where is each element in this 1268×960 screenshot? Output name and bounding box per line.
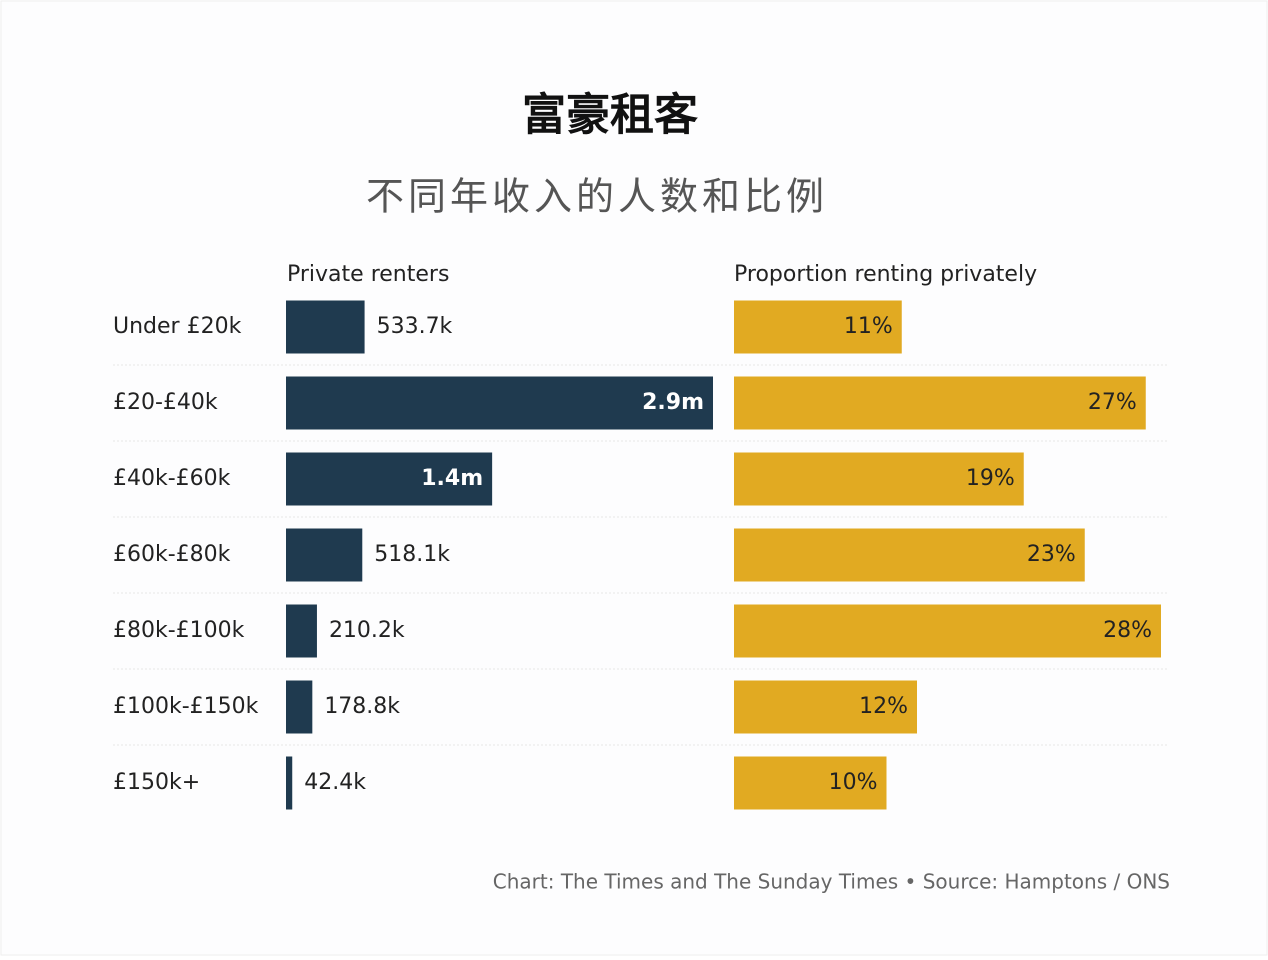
value-label: 210.2k xyxy=(329,618,405,643)
bar xyxy=(734,376,1146,430)
value-label: 1.4m xyxy=(421,466,483,491)
category-label: Under £20k xyxy=(113,314,242,339)
value-label: 10% xyxy=(829,770,878,795)
bar xyxy=(734,756,887,810)
bar xyxy=(734,452,1024,506)
category-label: £100k-£150k xyxy=(113,694,259,719)
bar xyxy=(734,528,1085,582)
bar xyxy=(286,452,493,506)
chart-title: 富豪租客 xyxy=(522,90,698,141)
bar xyxy=(734,680,917,734)
bar xyxy=(286,528,363,582)
value-label: 533.7k xyxy=(377,314,453,339)
category-label: £60k-£80k xyxy=(113,542,231,567)
bar xyxy=(286,680,313,734)
value-label: 42.4k xyxy=(304,770,366,795)
category-label: £20-£40k xyxy=(113,390,218,415)
panel-title: Private renters xyxy=(287,262,449,287)
bar xyxy=(286,300,365,354)
value-label: 2.9m xyxy=(642,390,704,415)
category-label: £150k+ xyxy=(113,770,200,795)
category-label: £80k-£100k xyxy=(113,618,245,643)
value-label: 19% xyxy=(966,466,1015,491)
panel-title: Proportion renting privately xyxy=(734,262,1037,287)
bar xyxy=(286,376,713,430)
bar xyxy=(734,300,902,354)
category-label: £40k-£60k xyxy=(113,466,231,491)
value-label: 23% xyxy=(1027,542,1076,567)
value-label: 11% xyxy=(844,314,893,339)
bar xyxy=(286,604,317,658)
value-label: 178.8k xyxy=(324,694,400,719)
chart-subtitle: 不同年收入的人数和比例 xyxy=(366,175,828,219)
bar xyxy=(286,756,293,810)
value-label: 12% xyxy=(859,694,908,719)
source-note: Chart: The Times and The Sunday Times • … xyxy=(493,870,1170,894)
value-label: 518.1k xyxy=(374,542,450,567)
value-label: 27% xyxy=(1088,390,1137,415)
value-label: 28% xyxy=(1103,618,1152,643)
bar xyxy=(734,604,1161,658)
